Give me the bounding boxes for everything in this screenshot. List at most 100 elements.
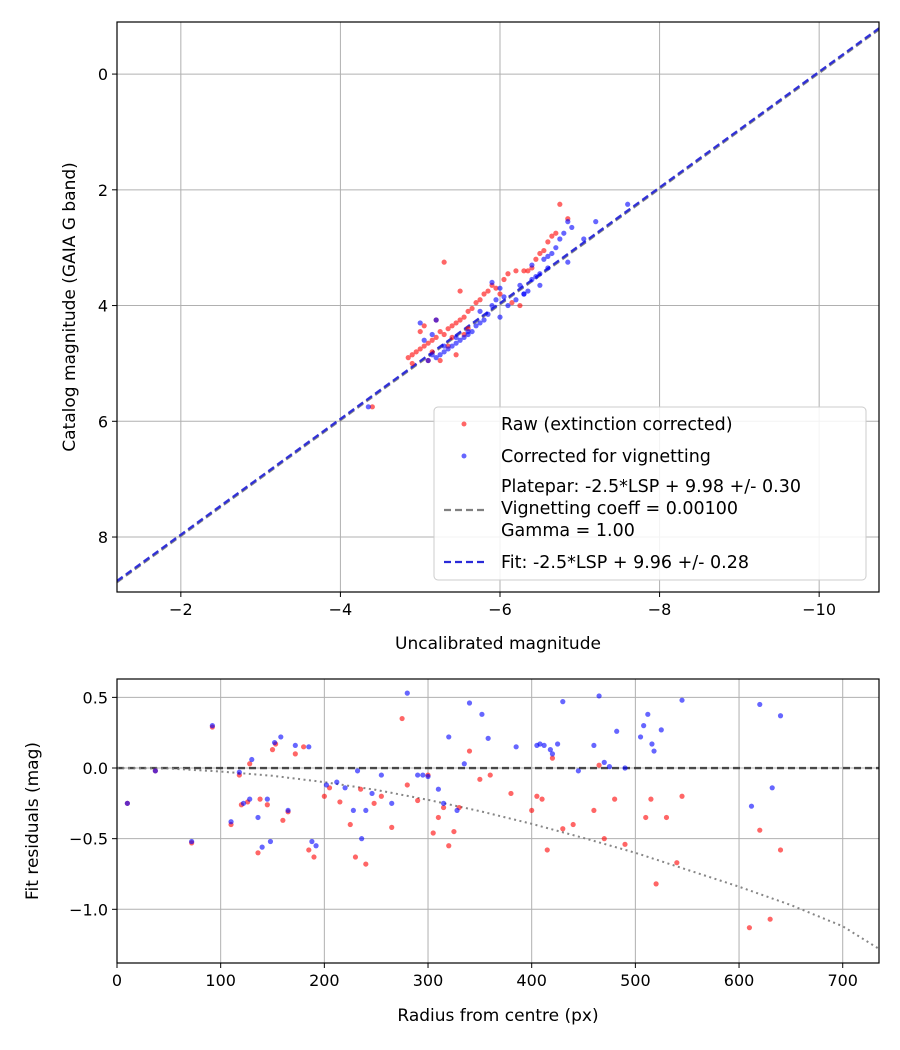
raw-residual-point	[653, 881, 659, 887]
corrected-point	[461, 334, 467, 340]
corrected-point	[465, 328, 471, 335]
raw-residual-point	[446, 843, 452, 849]
x-tick-label: 400	[516, 971, 547, 990]
corrected-residual-point	[637, 734, 644, 740]
corrected-point	[497, 285, 503, 291]
raw-residual-point	[440, 804, 447, 811]
raw-residual-point	[371, 800, 377, 806]
corrected-point	[473, 323, 479, 329]
raw-residual-point	[255, 850, 261, 856]
raw-point	[481, 291, 487, 297]
corrected-residual-point	[651, 748, 657, 754]
y-tick-label: −1.0	[69, 900, 108, 919]
corrected-residual-point	[748, 803, 755, 809]
corrected-residual-point	[309, 838, 315, 845]
raw-point	[449, 334, 455, 340]
x-axis-label: Radius from centre (px)	[397, 1006, 598, 1026]
corrected-point	[517, 282, 523, 288]
raw-residual-point	[337, 799, 343, 805]
corrected-residual-point	[415, 772, 421, 778]
y-tick-label: −0.5	[69, 830, 108, 849]
raw-residual-point	[544, 847, 550, 853]
corrected-residual-point	[547, 747, 553, 753]
corrected-point	[553, 245, 559, 251]
corrected-point	[417, 320, 423, 326]
raw-residual-point	[415, 797, 421, 804]
corrected-point	[485, 311, 491, 317]
residuals-chart: 0 100 200 300 400 500 600 700 0.5 0.0 −0.5 −1.0 Rad…	[23, 678, 880, 1026]
raw-point	[457, 288, 463, 294]
x-tick-label: −8	[648, 600, 672, 619]
raw-residual-point	[508, 790, 514, 797]
corrected-residual-point	[485, 735, 491, 741]
corrected-residual-point	[264, 796, 270, 802]
corrected-point	[513, 297, 519, 303]
tick-labels: 0 100 200 300 400 500 600 700 0.5 0.0 −0.5 −1.0	[69, 688, 858, 990]
raw-residual-point	[534, 793, 540, 799]
raw-point	[533, 256, 539, 262]
raw-residual-point	[663, 814, 670, 821]
raw-residual-point	[643, 814, 649, 821]
corrected-point	[445, 346, 451, 352]
x-tick-label: 100	[205, 971, 236, 990]
corrected-point	[525, 288, 531, 294]
raw-point	[449, 323, 455, 329]
corrected-point	[469, 328, 475, 335]
fit-line	[117, 27, 879, 582]
raw-point	[509, 300, 515, 306]
corrected-point	[425, 357, 431, 364]
corrected-point	[545, 265, 551, 271]
raw-point	[517, 302, 523, 309]
corrected-point	[541, 256, 547, 262]
raw-residual-point	[487, 772, 493, 778]
corrected-point	[561, 230, 567, 236]
raw-residual-point	[358, 786, 364, 792]
corrected-point	[433, 317, 439, 323]
raw-point	[513, 268, 519, 274]
corrected-point	[429, 352, 435, 358]
raw-residual-point	[777, 847, 784, 853]
corrected-residual-point	[236, 769, 242, 775]
legend-corrected-marker	[461, 453, 467, 459]
corrected-residual-point	[461, 761, 467, 767]
corrected-point	[537, 271, 543, 277]
y-tick-label: 0.5	[83, 688, 108, 707]
x-tick-label: 500	[620, 971, 651, 990]
corrected-residual-point	[359, 836, 365, 842]
raw-point	[457, 317, 463, 323]
corrected-residual-point	[350, 807, 356, 814]
corrected-residual-point	[378, 772, 384, 778]
corrected-point	[441, 343, 447, 349]
raw-point	[461, 314, 467, 320]
raw-point	[541, 247, 547, 254]
corrected-point	[529, 276, 535, 283]
corrected-residual-point	[354, 768, 361, 774]
corrected-residual-point	[369, 790, 375, 797]
raw-point	[453, 352, 459, 358]
corrected-residual-point	[596, 693, 602, 699]
raw-residual-point	[549, 755, 556, 761]
corrected-residual-point	[440, 800, 447, 806]
corrected-point	[477, 320, 483, 326]
corrected-residual-point	[466, 700, 473, 706]
corrected-point	[489, 279, 495, 286]
corrected-residual-point	[420, 772, 426, 778]
corrected-residual-point	[313, 843, 319, 849]
corrected-point	[365, 404, 371, 410]
raw-point	[417, 328, 423, 335]
corrected-point	[493, 297, 499, 303]
raw-point	[549, 233, 555, 239]
corrected-point	[521, 291, 527, 297]
legend-corrected-label: Corrected for vignetting	[501, 447, 711, 467]
raw-residual-point	[622, 841, 628, 847]
raw-point	[473, 300, 479, 306]
raw-residual-point	[311, 854, 317, 860]
legend-raw-marker	[461, 421, 467, 427]
corrected-residual-point	[209, 723, 215, 729]
legend-platepar-label: Platepar: -2.5*LSP + 9.98 +/- 0.30	[501, 477, 801, 497]
x-tick-label: −10	[802, 600, 836, 619]
raw-point	[505, 271, 511, 277]
raw-point	[421, 323, 427, 329]
scatter-points	[124, 690, 784, 931]
